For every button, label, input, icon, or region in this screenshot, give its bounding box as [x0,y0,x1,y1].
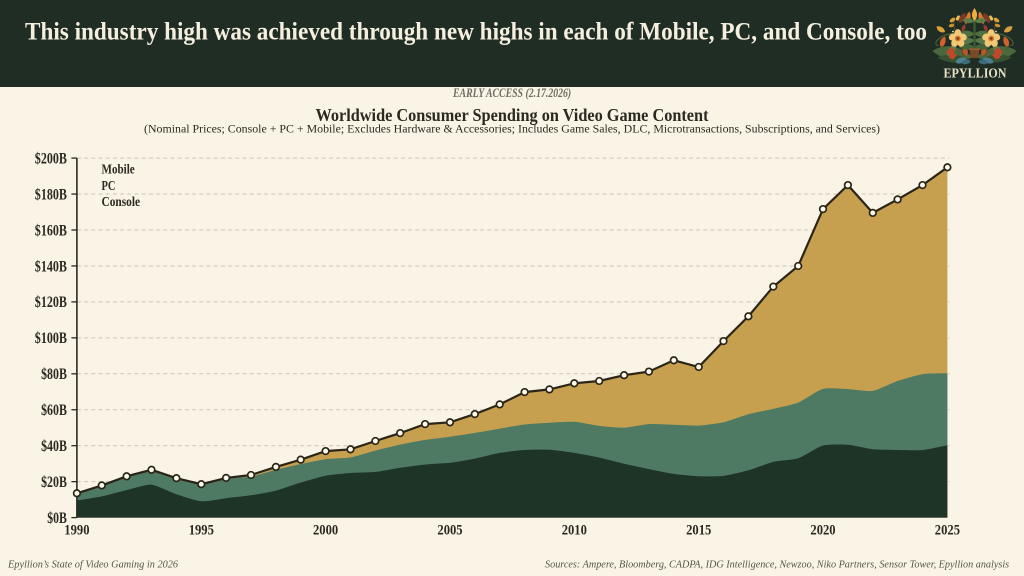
svg-text:Console: Console [102,195,141,210]
svg-text:2015: 2015 [686,522,711,538]
svg-text:Mobile: Mobile [102,163,135,178]
svg-text:$80B: $80B [41,366,67,383]
svg-text:1995: 1995 [189,522,214,538]
svg-text:$140B: $140B [35,258,67,275]
svg-text:$180B: $180B [35,186,67,203]
svg-text:This industry high was achieve: This industry high was achieved through … [25,19,927,46]
svg-text:$120B: $120B [35,294,67,311]
svg-text:$200B: $200B [35,150,67,167]
svg-text:2010: 2010 [562,522,587,538]
svg-text:$0B: $0B [47,510,67,527]
svg-text:Epyllion’s State of Video Gami: Epyllion’s State of Video Gaming in 2026 [7,560,179,571]
svg-text:2020: 2020 [810,522,835,538]
svg-text:$160B: $160B [35,222,67,239]
svg-text:Worldwide Consumer Spending on: Worldwide Consumer Spending on Video Gam… [316,105,710,125]
svg-text:$60B: $60B [41,402,67,419]
svg-text:$100B: $100B [35,330,67,347]
svg-text:2005: 2005 [437,522,462,538]
svg-text:2025: 2025 [935,522,960,538]
svg-text:$20B: $20B [41,474,67,491]
svg-text:1990: 1990 [64,522,89,538]
svg-text:PC: PC [102,179,116,194]
svg-text:EARLY ACCESS (2.17.2026): EARLY ACCESS (2.17.2026) [452,85,571,100]
svg-text:(Nominal Prices; Console + PC: (Nominal Prices; Console + PC + Mobile; … [144,122,880,136]
svg-text:2000: 2000 [313,522,338,538]
svg-text:$40B: $40B [41,438,67,455]
svg-text:Sources: Ampere, Bloomberg, CA: Sources: Ampere, Bloomberg, CADPA, IDG I… [545,560,1009,571]
svg-text:EPYLLION: EPYLLION [944,66,1007,81]
